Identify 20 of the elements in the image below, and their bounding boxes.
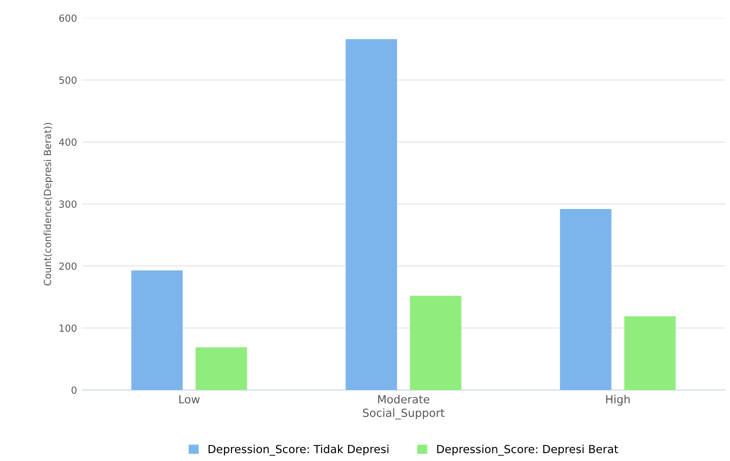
y-tick-label: 300 [59,200,76,208]
y-tick-label: 600 [59,14,76,22]
x-tick-label: Low [179,395,200,404]
bar [560,208,612,390]
y-axis-title: Count(confidence(Depresi Berat)) [44,122,54,286]
bar [410,296,462,390]
y-tick-label: 100 [60,324,76,332]
legend-label: Depression_Score: Depresi Berat [437,444,618,456]
y-tick-label: 0 [72,386,76,394]
x-tick-label: High [606,394,630,406]
bar [624,316,676,390]
y-tick-label: 200 [59,262,76,270]
bar [196,347,248,390]
x-tick-label: Moderate [378,394,430,404]
bar [131,270,183,390]
x-axis-title: Social_Support [363,408,444,420]
legend-label: Depression_Score: Tidak Depresi [208,444,388,456]
y-tick-label: 500 [59,76,76,84]
bar [346,39,398,390]
y-tick-label: 400 [59,138,76,146]
